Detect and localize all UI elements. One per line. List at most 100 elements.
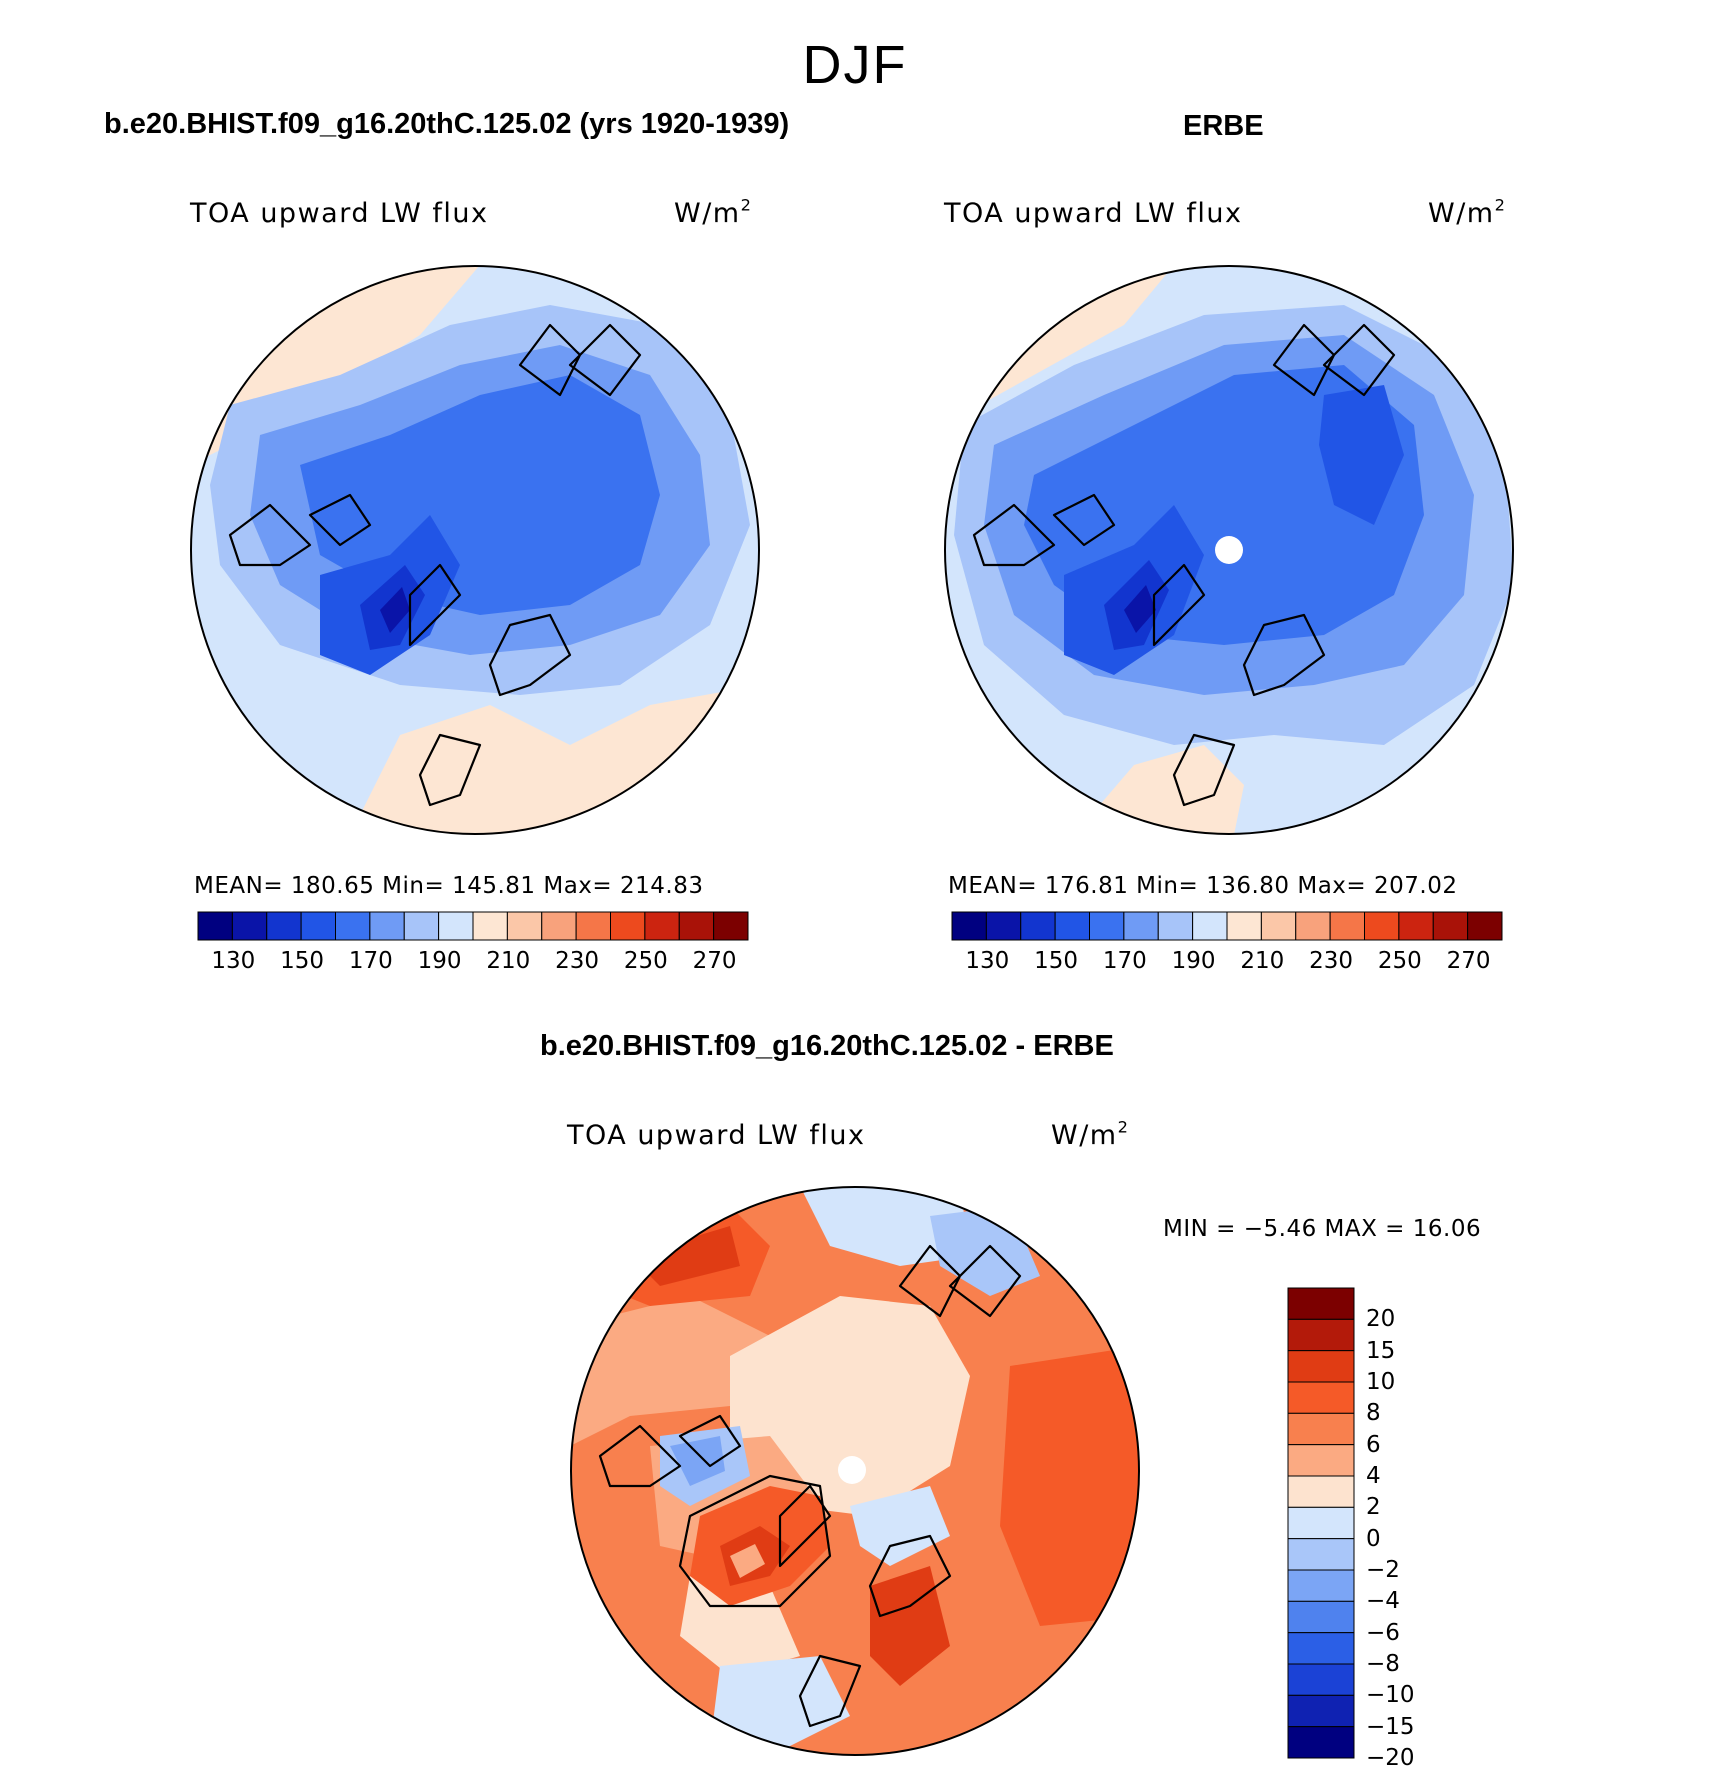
colorbar-swatch	[1157, 911, 1194, 941]
colorbar-tick-label: 210	[1240, 948, 1285, 974]
model-colorbar-ticks: 130 150 170 190 210 230 250 270	[198, 948, 748, 978]
colorbar-tick-label: 150	[1034, 948, 1079, 974]
colorbar-tick-label: 190	[1171, 948, 1216, 974]
colorbar-tick-label: 150	[280, 948, 325, 974]
colorbar-tick-label: −2	[1366, 1557, 1400, 1583]
colorbar-swatch	[438, 911, 474, 941]
colorbar-tick-label: 190	[417, 948, 462, 974]
diff-variable-label: TOA upward LW flux	[567, 1120, 866, 1151]
colorbar-tick-label: −10	[1366, 1682, 1415, 1709]
colorbar-swatch	[1192, 911, 1228, 941]
colorbar-tick-label: 230	[555, 948, 600, 974]
colorbar-swatch	[1287, 1381, 1355, 1414]
colorbar-swatch	[575, 911, 611, 941]
obs-polar-map	[944, 265, 1514, 835]
colorbar-swatch	[541, 911, 577, 941]
colorbar-swatch	[231, 911, 268, 941]
model-colorbar	[197, 911, 749, 941]
colorbar-tick-label: 0	[1366, 1525, 1381, 1552]
colorbar-tick-label: 130	[965, 948, 1010, 974]
colorbar-tick-label: 170	[1102, 948, 1147, 974]
diff-colorbar	[1287, 1287, 1355, 1759]
colorbar-swatch	[1287, 1538, 1355, 1571]
colorbar-swatch	[266, 911, 302, 941]
colorbar-swatch	[1287, 1569, 1355, 1602]
colorbar-swatch	[644, 911, 680, 941]
model-polar-map	[190, 265, 760, 835]
colorbar-swatch	[1287, 1632, 1355, 1665]
colorbar-tick-label: −6	[1366, 1619, 1400, 1646]
colorbar-swatch	[1287, 1412, 1355, 1446]
colorbar-tick-label: 10	[1366, 1369, 1396, 1395]
colorbar-tick-label: 130	[211, 948, 256, 974]
model-panel-title: b.e20.BHIST.f09_g16.20thC.125.02 (yrs 19…	[104, 108, 790, 140]
colorbar-tick-label: 8	[1366, 1400, 1381, 1427]
colorbar-swatch	[1054, 911, 1090, 941]
colorbar-tick-label: −20	[1366, 1745, 1415, 1771]
obs-panel-title: ERBE	[1183, 110, 1264, 142]
colorbar-swatch	[1398, 911, 1434, 941]
colorbar-tick-label: 4	[1366, 1463, 1381, 1489]
obs-colorbar	[951, 911, 1503, 941]
colorbar-swatch	[1295, 911, 1331, 941]
colorbar-tick-label: −15	[1366, 1713, 1415, 1740]
colorbar-swatch	[985, 911, 1022, 941]
colorbar-swatch	[1287, 1694, 1355, 1728]
colorbar-tick-label: 15	[1366, 1337, 1396, 1364]
colorbar-swatch	[1287, 1444, 1355, 1477]
obs-stats: MEAN= 176.81 Min= 136.80 Max= 207.02	[948, 873, 1458, 899]
colorbar-swatch	[1287, 1506, 1355, 1540]
obs-colorbar-ticks: 130 150 170 190 210 230 250 270	[952, 948, 1502, 978]
colorbar-tick-label: 170	[348, 948, 393, 974]
colorbar-swatch	[713, 911, 749, 941]
colorbar-tick-label: 230	[1309, 948, 1354, 974]
model-stats: MEAN= 180.65 Min= 145.81 Max= 214.83	[194, 873, 704, 899]
colorbar-swatch	[1287, 1350, 1355, 1383]
colorbar-tick-label: 270	[1446, 948, 1491, 974]
colorbar-swatch	[369, 911, 405, 941]
model-variable-label: TOA upward LW flux	[190, 198, 489, 229]
colorbar-swatch	[403, 911, 440, 941]
colorbar-swatch	[1364, 911, 1400, 941]
colorbar-tick-label: 2	[1366, 1494, 1381, 1521]
colorbar-swatch	[1287, 1287, 1355, 1320]
diff-units-label: W/m2	[1051, 1117, 1130, 1151]
colorbar-swatch	[1432, 911, 1469, 941]
colorbar-swatch	[1089, 911, 1125, 941]
colorbar-swatch	[1260, 911, 1297, 941]
colorbar-tick-label: 250	[623, 948, 668, 974]
diff-panel-title: b.e20.BHIST.f09_g16.20thC.125.02 - ERBE	[540, 1030, 1114, 1062]
colorbar-tick-label: 20	[1366, 1306, 1396, 1333]
colorbar-swatch	[1287, 1600, 1355, 1634]
colorbar-tick-label: −8	[1366, 1651, 1400, 1677]
colorbar-swatch	[506, 911, 543, 941]
colorbar-swatch	[472, 911, 508, 941]
colorbar-swatch	[300, 911, 336, 941]
colorbar-swatch	[1287, 1318, 1355, 1352]
colorbar-tick-label: 210	[486, 948, 531, 974]
obs-variable-label: TOA upward LW flux	[944, 198, 1243, 229]
colorbar-tick-label: 250	[1377, 948, 1422, 974]
colorbar-swatch	[1287, 1663, 1355, 1696]
colorbar-tick-label: −4	[1366, 1588, 1400, 1615]
colorbar-swatch	[678, 911, 715, 941]
colorbar-swatch	[1287, 1726, 1355, 1759]
colorbar-swatch	[1287, 1475, 1355, 1508]
diff-stats: MIN = −5.46 MAX = 16.06	[1163, 1216, 1482, 1242]
colorbar-swatch	[610, 911, 646, 941]
colorbar-swatch	[951, 911, 987, 941]
colorbar-swatch	[197, 911, 233, 941]
diff-polar-map	[570, 1186, 1140, 1756]
colorbar-swatch	[1329, 911, 1365, 941]
obs-units-label: W/m2	[1428, 195, 1507, 229]
colorbar-tick-label: 6	[1366, 1431, 1381, 1458]
colorbar-tick-label: 270	[692, 948, 737, 974]
colorbar-swatch	[1226, 911, 1262, 941]
colorbar-swatch	[1467, 911, 1503, 941]
diff-colorbar-ticks: 20 15 10 8 6 4 2 0 −2 −4 −6 −8 −10 −15 −20	[1366, 1288, 1446, 1771]
season-title: DJF	[802, 35, 908, 95]
colorbar-swatch	[1123, 911, 1159, 941]
colorbar-swatch	[335, 911, 371, 941]
colorbar-swatch	[1020, 911, 1056, 941]
model-units-label: W/m2	[674, 195, 753, 229]
